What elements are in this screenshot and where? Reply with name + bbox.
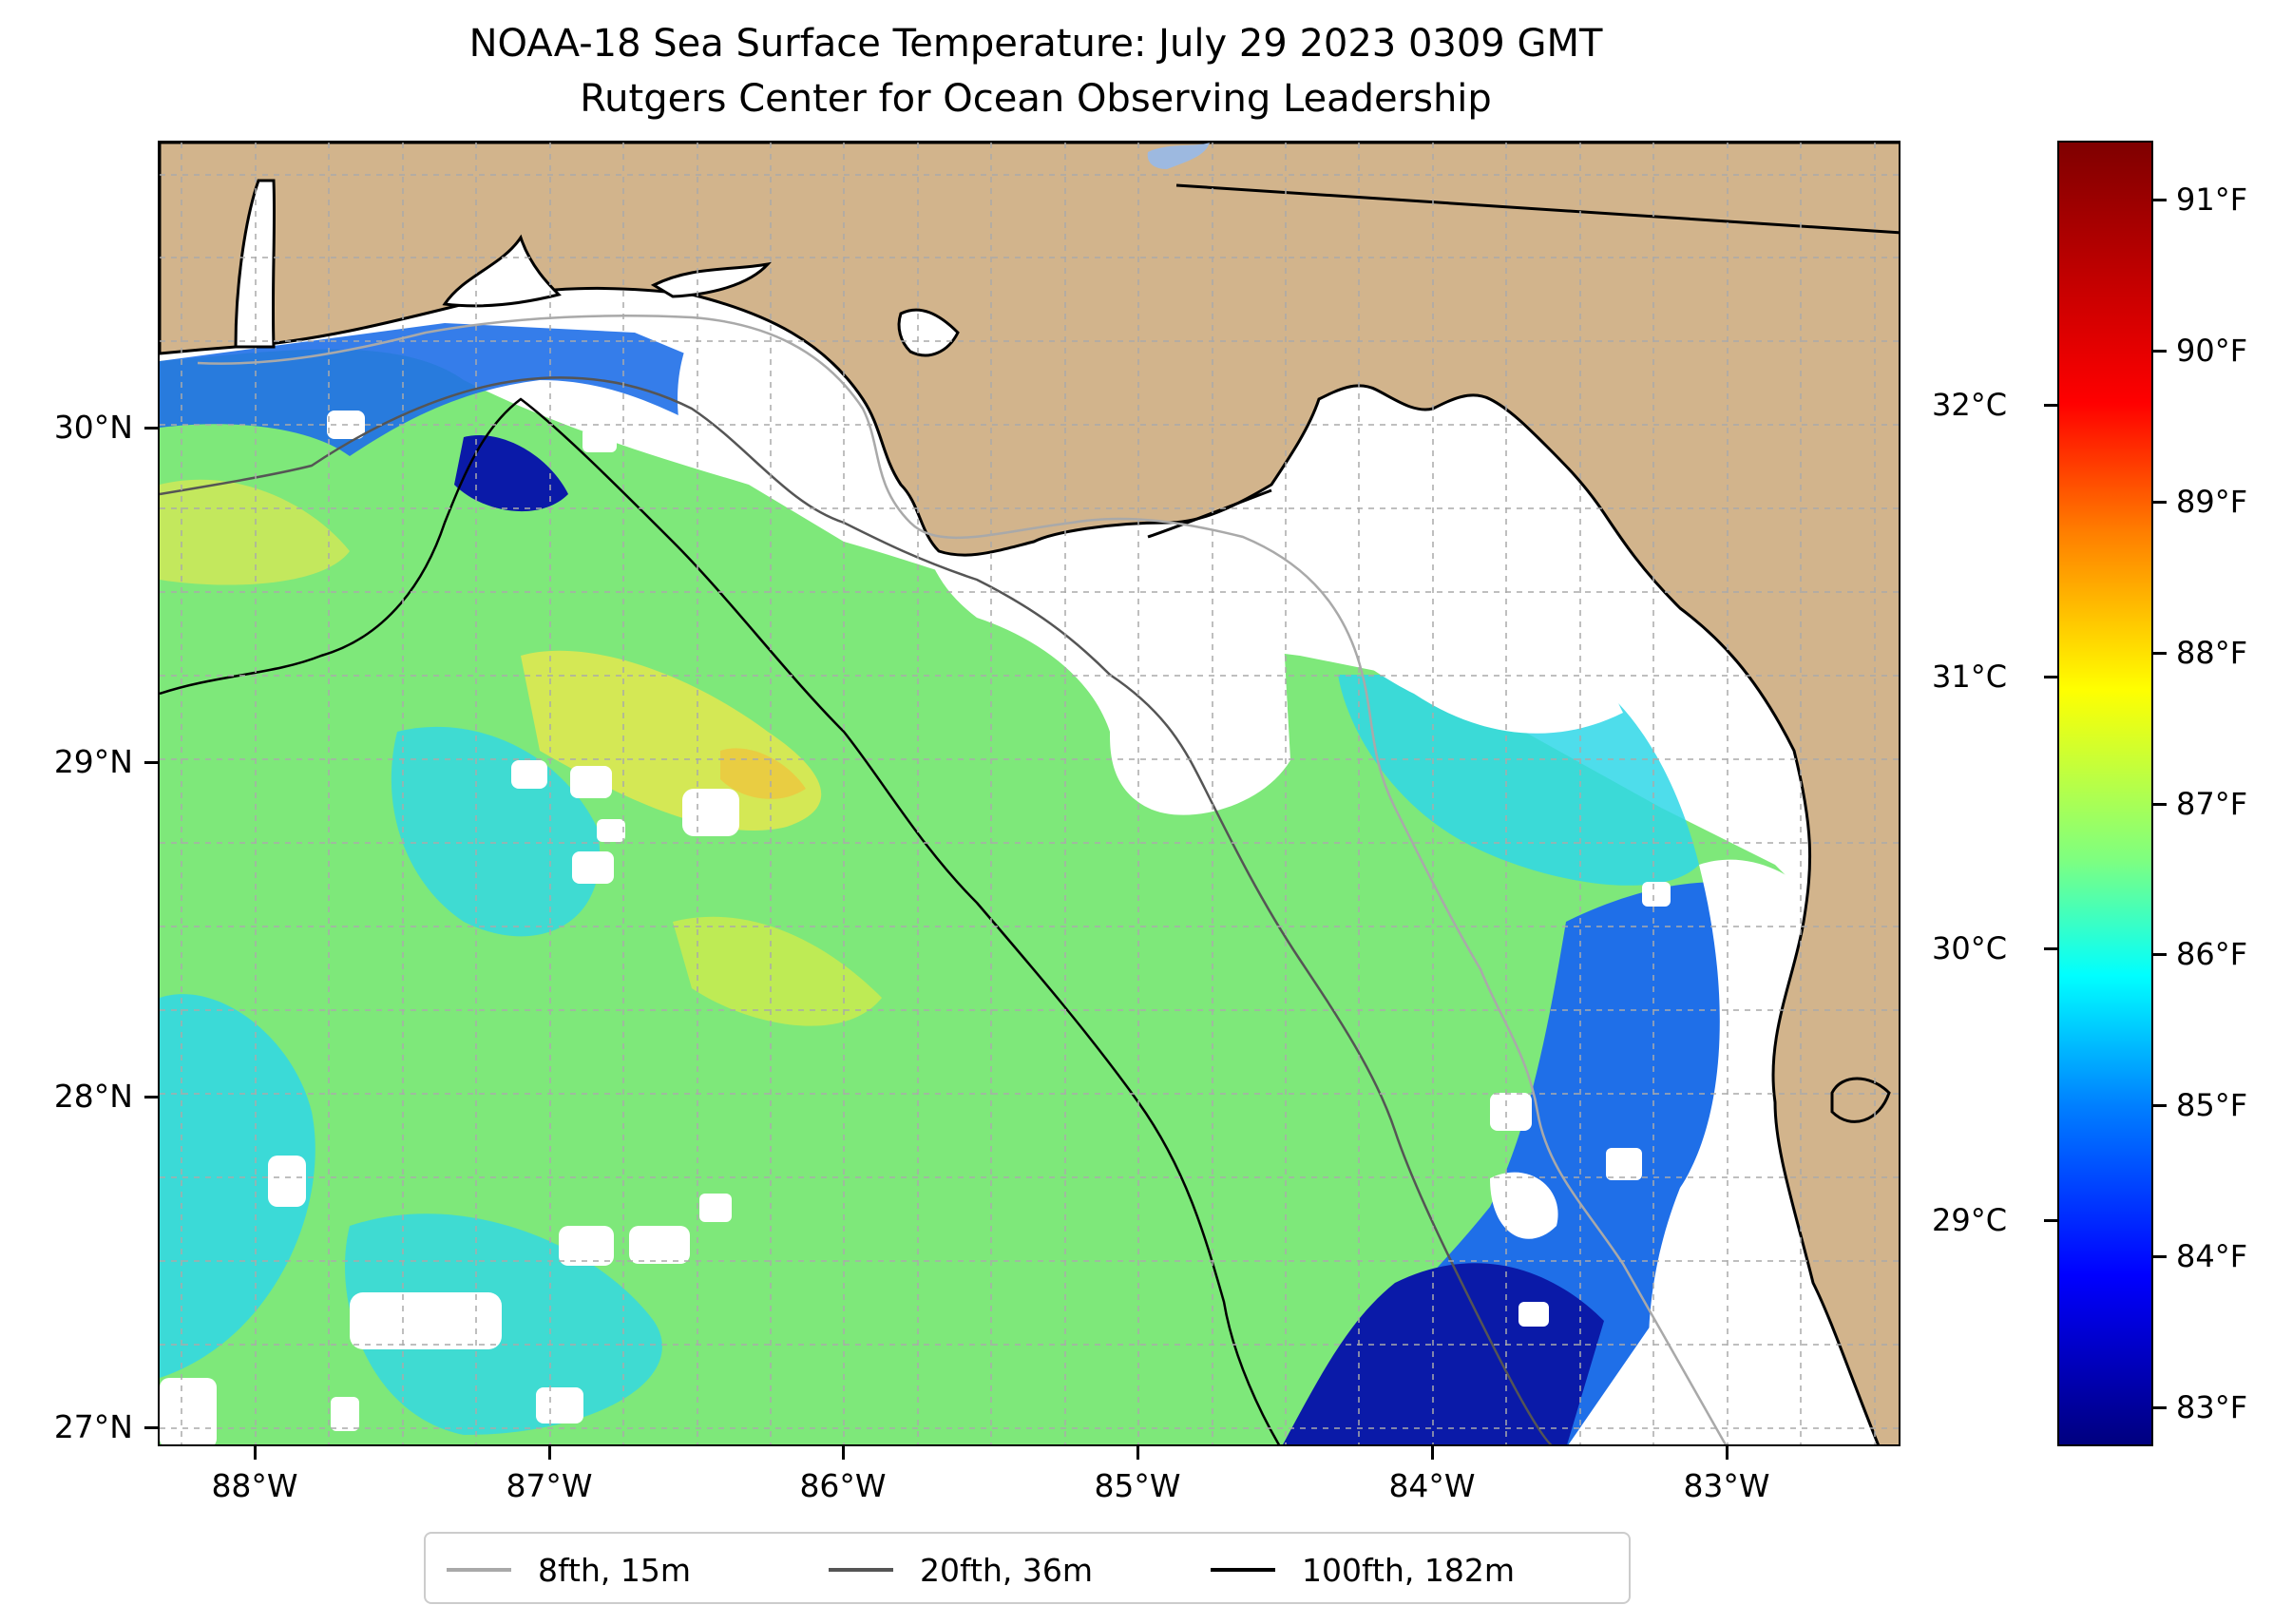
cb-label-29c: 29°C	[1932, 1202, 2008, 1238]
cb-tick-32c	[2044, 404, 2057, 407]
sst-cool-area-east	[1338, 675, 1699, 886]
contour-8fth	[197, 315, 1728, 1444]
legend-label-20fth: 20fth, 36m	[920, 1551, 1093, 1589]
cb-label-85f: 85°F	[2176, 1087, 2248, 1123]
sst-cool-area-center	[391, 726, 601, 937]
cb-tick-29c	[2044, 1219, 2057, 1222]
lat-lon-grid	[160, 143, 1899, 1444]
cb-tick-89f	[2153, 501, 2167, 504]
lat-tick-29n	[144, 761, 158, 764]
legend-label-8fth: 8fth, 15m	[538, 1551, 692, 1589]
pensacola-bay	[442, 234, 562, 308]
cb-tick-84f	[2153, 1255, 2167, 1258]
cb-label-84f: 84°F	[2176, 1238, 2248, 1274]
lat-label-27n: 27°N	[53, 1408, 133, 1445]
legend-item-8fth: 8fth, 15m	[447, 1549, 691, 1591]
legend-swatch-8fth	[447, 1568, 511, 1572]
lon-tick-88w	[254, 1446, 257, 1460]
cb-tick-90f	[2153, 350, 2167, 353]
cb-tick-85f	[2153, 1104, 2167, 1107]
cb-label-91f: 91°F	[2176, 182, 2248, 218]
lon-tick-86w	[842, 1446, 845, 1460]
chart-subtitle: Rutgers Center for Ocean Observing Leade…	[580, 77, 1492, 121]
cb-tick-30c	[2044, 947, 2057, 950]
lon-tick-85w	[1136, 1446, 1139, 1460]
choctawhatchee-bay	[650, 261, 773, 298]
land-area	[160, 143, 1899, 1444]
sst-warm-water	[160, 349, 1813, 1444]
contour-20fth	[160, 376, 1553, 1444]
lon-label-84w: 84°W	[1388, 1467, 1476, 1504]
cb-tick-87f	[2153, 803, 2167, 806]
lon-tick-87w	[548, 1446, 551, 1460]
sea-surface-temperature-field	[160, 323, 1813, 1444]
cb-label-89f: 89°F	[2176, 484, 2248, 520]
lat-label-28n: 28°N	[53, 1078, 133, 1115]
lon-label-83w: 83°W	[1683, 1467, 1770, 1504]
lat-tick-28n	[144, 1096, 158, 1099]
cb-tick-83f	[2153, 1406, 2167, 1409]
contour-legend: 8fth, 15m 20fth, 36m 100fth, 182m	[424, 1532, 1631, 1604]
sst-hottest-spot	[720, 748, 806, 799]
cb-label-86f: 86°F	[2176, 936, 2248, 972]
map-canvas	[160, 143, 1899, 1444]
cb-tick-86f	[2153, 953, 2167, 956]
st-andrew-bay	[897, 308, 960, 357]
cb-label-88f: 88°F	[2176, 635, 2248, 671]
legend-label-100fth: 100fth, 182m	[1302, 1551, 1515, 1589]
lat-tick-30n	[144, 427, 158, 430]
cb-label-31c: 31°C	[1932, 659, 2008, 695]
lon-label-88w: 88°W	[211, 1467, 298, 1504]
cb-tick-91f	[2153, 199, 2167, 201]
cb-tick-88f	[2153, 652, 2167, 655]
temperature-colorbar	[2057, 141, 2153, 1446]
lat-label-29n: 29°N	[53, 743, 133, 780]
northern-coastline	[160, 143, 1899, 1444]
lon-label-86w: 86°W	[799, 1467, 887, 1504]
map-panel	[158, 141, 1900, 1446]
sst-cool-area-west	[160, 994, 315, 1378]
lon-label-87w: 87°W	[506, 1467, 593, 1504]
lon-tick-83w	[1726, 1446, 1729, 1460]
cb-label-83f: 83°F	[2176, 1389, 2248, 1425]
cb-label-90f: 90°F	[2176, 333, 2248, 369]
sst-hot-patch-2	[160, 479, 350, 585]
lon-label-85w: 85°W	[1094, 1467, 1181, 1504]
lat-tick-27n	[144, 1426, 158, 1429]
lon-tick-84w	[1431, 1446, 1434, 1460]
lat-label-30n: 30°N	[53, 409, 133, 446]
sst-hot-patch-3	[673, 916, 882, 1026]
legend-swatch-20fth	[829, 1568, 893, 1572]
barrier-island	[1147, 488, 1272, 539]
cb-label-32c: 32°C	[1932, 387, 2008, 423]
state-border	[1175, 183, 1899, 235]
sst-cold-band-north	[454, 435, 568, 512]
bathymetry-contours	[160, 315, 1728, 1444]
chart-title: NOAA-18 Sea Surface Temperature: July 29…	[468, 22, 1603, 66]
mobile-bay	[234, 179, 277, 349]
cb-label-87f: 87°F	[2176, 786, 2248, 822]
legend-swatch-100fth	[1211, 1568, 1275, 1572]
contour-100fth	[160, 397, 1281, 1444]
cb-tick-31c	[2044, 676, 2057, 678]
lake-seminole	[1147, 143, 1210, 169]
legend-item-20fth: 20fth, 36m	[829, 1549, 1093, 1591]
legend-item-100fth: 100fth, 182m	[1211, 1549, 1515, 1591]
cb-label-30c: 30°C	[1932, 930, 2008, 966]
sst-cool-area-south	[345, 1213, 662, 1435]
